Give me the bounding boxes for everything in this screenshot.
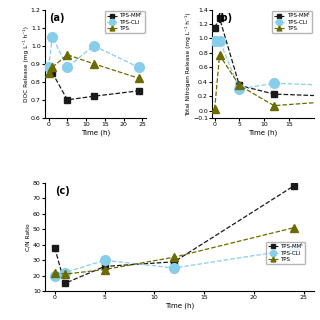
Legend: TPS-MMᵗ, TPS-CLI, TPS: TPS-MMᵗ, TPS-CLI, TPS [266, 242, 306, 264]
Legend: TPS-MMᵗ, TPS-CLI, TPS: TPS-MMᵗ, TPS-CLI, TPS [105, 11, 145, 34]
Legend: TPS-MMᵗ, TPS-CLI, TPS: TPS-MMᵗ, TPS-CLI, TPS [272, 11, 312, 34]
X-axis label: Time (h): Time (h) [164, 302, 194, 309]
Y-axis label: C/N Ratio: C/N Ratio [26, 223, 31, 251]
Text: (c): (c) [56, 186, 70, 196]
Text: (a): (a) [49, 13, 64, 23]
X-axis label: Time (h): Time (h) [81, 129, 110, 136]
Text: (b): (b) [216, 13, 232, 23]
Y-axis label: Total Nitrogen Release (mg L⁻¹ h⁻¹): Total Nitrogen Release (mg L⁻¹ h⁻¹) [185, 12, 191, 116]
X-axis label: Time (h): Time (h) [248, 129, 277, 136]
Y-axis label: DOC Release (mg L⁻¹ h⁻¹): DOC Release (mg L⁻¹ h⁻¹) [23, 26, 29, 102]
